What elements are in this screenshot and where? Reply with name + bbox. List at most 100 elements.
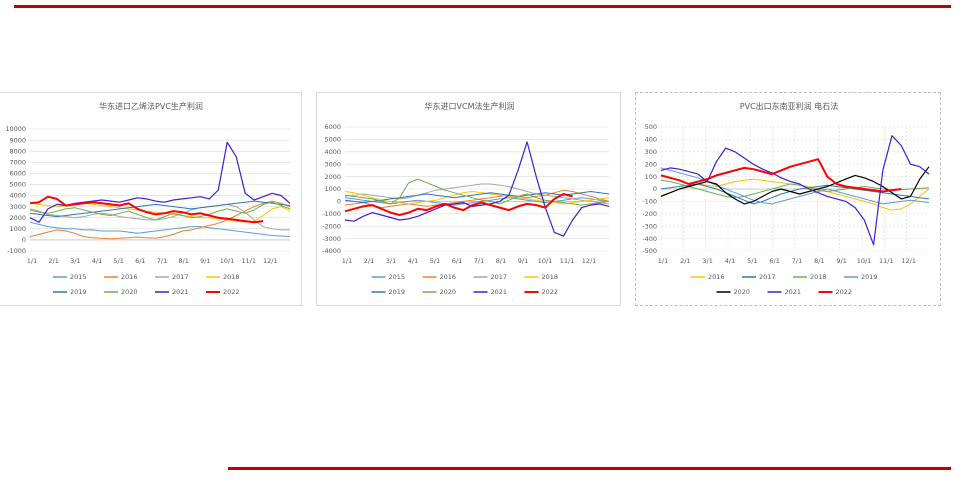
y-tick-label: -2000 xyxy=(322,222,341,230)
legend-label: 2018 xyxy=(810,273,827,281)
series-line-2017 xyxy=(344,183,610,205)
legend-label: 2021 xyxy=(172,288,189,296)
y-tick-label: 8000 xyxy=(9,147,26,155)
y-tick-label: -1000 xyxy=(322,210,341,218)
series-line-2022 xyxy=(29,195,264,224)
series-line-2018 xyxy=(660,179,930,199)
legend-label: 2015 xyxy=(389,273,406,281)
chart-panel-export: PVC出口东南亚利润 电石法 -500 -400 -300 -200 -100 0 100 20… xyxy=(635,92,941,306)
y-tick-label: 0 xyxy=(653,185,657,193)
y-tick-label: 6000 xyxy=(324,123,341,131)
y-tick-label: 2000 xyxy=(324,173,341,181)
y-tick-label: 500 xyxy=(645,123,657,131)
series-line-2016 xyxy=(29,200,291,240)
y-tick-label: -300 xyxy=(642,222,657,230)
x-tick-label: 9/1 xyxy=(200,257,210,265)
x-tick-label: 4/1 xyxy=(725,257,735,265)
series-line-2021 xyxy=(344,141,610,237)
y-tick-label: 10000 xyxy=(5,125,26,133)
y-tick-label: 1000 xyxy=(9,225,26,233)
series-line-2019 xyxy=(29,200,291,218)
x-tick-label: 8/1 xyxy=(814,257,824,265)
legend-label: 2022 xyxy=(223,288,240,296)
x-tick-label: 6/1 xyxy=(452,257,462,265)
series-line-2019 xyxy=(660,167,930,205)
series-line-2015 xyxy=(29,221,291,238)
x-tick-label: 11/1 xyxy=(879,257,894,265)
x-tick-label: 9/1 xyxy=(836,257,846,265)
y-tick-label: 1000 xyxy=(324,185,341,193)
x-tick-label: 7/1 xyxy=(157,257,167,265)
series-line-2020 xyxy=(660,166,930,205)
x-tick-label: 6/1 xyxy=(135,257,145,265)
y-tick-label: 100 xyxy=(645,173,657,181)
legend-label: 2018 xyxy=(542,273,559,281)
y-tick-label: 0 xyxy=(22,236,26,244)
series-line-2020 xyxy=(344,178,610,206)
y-tick-label: 400 xyxy=(645,136,657,144)
x-tick-label: 1/1 xyxy=(342,257,352,265)
x-tick-label: 11/1 xyxy=(241,257,256,265)
series-line-2020 xyxy=(29,201,291,221)
legend-label: 2019 xyxy=(389,288,406,296)
x-tick-label: 5/1 xyxy=(113,257,123,265)
legend-label: 2017 xyxy=(172,273,189,281)
legend-label: 2017 xyxy=(491,273,508,281)
series-line-2018 xyxy=(344,191,610,205)
legend-label: 2019 xyxy=(861,273,878,281)
x-tick-label: 7/1 xyxy=(792,257,802,265)
x-tick-label: 2/1 xyxy=(364,257,374,265)
top-accent-bar xyxy=(14,5,951,8)
x-tick-label: 3/1 xyxy=(702,257,712,265)
series-line-2022 xyxy=(660,158,902,193)
x-tick-label: 3/1 xyxy=(70,257,80,265)
legend-label: 2022 xyxy=(836,288,853,296)
legend-label: 2020 xyxy=(121,288,138,296)
y-tick-label: 2000 xyxy=(9,214,26,222)
x-tick-label: 5/1 xyxy=(747,257,757,265)
y-tick-label: 6000 xyxy=(9,170,26,178)
bottom-accent-bar xyxy=(228,467,951,470)
y-tick-label: 7000 xyxy=(9,158,26,166)
y-tick-label: 9000 xyxy=(9,136,26,144)
x-tick-label: 2/1 xyxy=(680,257,690,265)
x-tick-label: 8/1 xyxy=(178,257,188,265)
y-tick-label: -400 xyxy=(642,235,657,243)
y-tick-label: 300 xyxy=(645,148,657,156)
x-tick-label: 1/1 xyxy=(658,257,668,265)
x-tick-label: 1/1 xyxy=(27,257,37,265)
chart-title: 华东进口乙烯法PVC生产利润 xyxy=(99,101,203,111)
legend-label: 2015 xyxy=(70,273,87,281)
x-tick-label: 12/1 xyxy=(263,257,278,265)
x-tick-label: 10/1 xyxy=(220,257,235,265)
x-tick-label: 9/1 xyxy=(518,257,528,265)
x-tick-label: 12/1 xyxy=(901,257,916,265)
legend-label: 2016 xyxy=(708,273,725,281)
chart-title: PVC出口东南亚利润 电石法 xyxy=(740,101,838,111)
legend-label: 2019 xyxy=(70,288,87,296)
chart-panel-ethylene: 华东进口乙烯法PVC生产利润 -1000 0 1000 2000 3000 4000 5000… xyxy=(0,92,302,306)
legend-label: 2021 xyxy=(785,288,802,296)
chart-vcm-svg: 华东进口VCM法生产利润 -4000 -3000 -2000 -1000 0 1000 200… xyxy=(322,101,610,296)
series-line-2021 xyxy=(29,141,291,223)
chart-ethylene-svg: 华东进口乙烯法PVC生产利润 -1000 0 1000 2000 3000 4000 5000… xyxy=(5,101,291,296)
legend-label: 2020 xyxy=(734,288,751,296)
y-tick-label: 200 xyxy=(645,160,657,168)
chart-title: 华东进口VCM法生产利润 xyxy=(425,101,515,111)
y-tick-label: 4000 xyxy=(9,192,26,200)
y-tick-label: -4000 xyxy=(322,247,341,255)
x-tick-label: 12/1 xyxy=(582,257,597,265)
y-tick-label: -200 xyxy=(642,210,657,218)
series-line-2017 xyxy=(29,203,290,231)
legend-label: 2021 xyxy=(491,288,508,296)
x-tick-label: 4/1 xyxy=(92,257,102,265)
series-line-2016 xyxy=(344,189,610,209)
y-tick-label: 0 xyxy=(337,198,341,206)
x-tick-label: 10/1 xyxy=(857,257,872,265)
x-tick-label: 4/1 xyxy=(408,257,418,265)
series-line-2017 xyxy=(660,183,930,205)
legend-label: 2016 xyxy=(121,273,138,281)
x-tick-label: 11/1 xyxy=(560,257,575,265)
y-tick-label: -100 xyxy=(642,198,657,206)
y-tick-label: -3000 xyxy=(322,235,341,243)
